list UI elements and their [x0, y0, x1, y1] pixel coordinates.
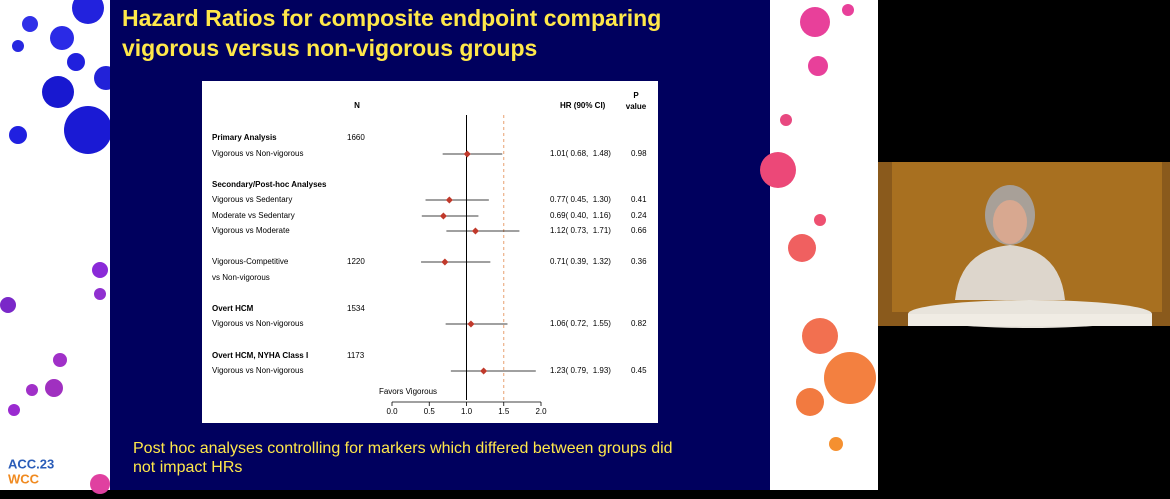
x-tick-label: 0.5: [424, 407, 436, 416]
row-label: Vigorous vs Non-vigorous: [212, 149, 303, 158]
hr-label: 0.69( 0.40, 1.16): [550, 211, 611, 220]
decor-dots: [760, 4, 876, 451]
hr-label: 1.01( 0.68, 1.48): [550, 149, 611, 158]
row-label: Moderate vs Sedentary: [212, 211, 295, 220]
x-tick-label: 0.0: [386, 407, 398, 416]
x-tick-label: 1.0: [461, 407, 473, 416]
row-label: Vigorous-Competitive: [212, 257, 289, 266]
decor-dots: [0, 0, 118, 494]
column-header: value: [626, 102, 647, 111]
hr-label: 1.12( 0.73, 1.71): [550, 226, 611, 235]
row-label: Vigorous vs Non-vigorous: [212, 319, 303, 328]
point-estimate: [480, 367, 488, 375]
n-value: 1660: [347, 133, 365, 142]
p-value: 0.36: [631, 257, 647, 266]
point-estimate: [463, 150, 471, 158]
n-value: 1220: [347, 257, 365, 266]
logo: ACC.23: [8, 456, 54, 471]
point-estimate: [445, 196, 453, 204]
row-label: Vigorous vs Non-vigorous: [212, 366, 303, 375]
hr-label: 1.06( 0.72, 1.55): [550, 319, 611, 328]
column-header: HR (90% CI): [560, 101, 606, 110]
row-label: Overt HCM: [212, 304, 254, 313]
left-panel: [0, 0, 110, 490]
p-value: 0.66: [631, 226, 647, 235]
row-label: Primary Analysis: [212, 133, 277, 142]
p-value: 0.41: [631, 195, 647, 204]
point-estimate: [471, 227, 479, 235]
p-value: 0.82: [631, 319, 647, 328]
column-header: N: [354, 101, 360, 110]
row-label: Vigorous vs Moderate: [212, 226, 290, 235]
row-label: Vigorous vs Sedentary: [212, 195, 292, 204]
row-label: vs Non-vigorous: [212, 273, 270, 282]
row-label: Overt HCM, NYHA Class I: [212, 351, 308, 360]
hr-label: 0.77( 0.45, 1.30): [550, 195, 611, 204]
x-axis-label: Favors Vigorous: [379, 387, 437, 396]
column-header: P: [633, 91, 639, 100]
right-panel: [770, 0, 878, 490]
p-value: 0.45: [631, 366, 647, 375]
n-value: 1534: [347, 304, 365, 313]
p-value: 0.98: [631, 149, 647, 158]
point-estimate: [441, 258, 449, 266]
slide-title: Hazard Ratios for composite endpoint com…: [122, 5, 661, 31]
slide-title: vigorous versus non-vigorous groups: [122, 35, 537, 61]
x-tick-label: 1.5: [498, 407, 510, 416]
point-estimate: [439, 212, 447, 220]
p-value: 0.24: [631, 211, 647, 220]
footer-text: not impact HRs: [133, 459, 242, 476]
hr-label: 0.71( 0.39, 1.32): [550, 257, 611, 266]
row-label: Secondary/Post-hoc Analyses: [212, 180, 327, 189]
footer-text: Post hoc analyses controlling for marker…: [133, 440, 673, 457]
logo: WCC: [8, 471, 40, 486]
point-estimate: [467, 320, 475, 328]
chart-panel: [202, 81, 658, 423]
speaker-scene: [892, 162, 1162, 328]
n-value: 1173: [347, 351, 365, 360]
hr-label: 1.23( 0.79, 1.93): [550, 366, 611, 375]
x-tick-label: 2.0: [535, 407, 547, 416]
